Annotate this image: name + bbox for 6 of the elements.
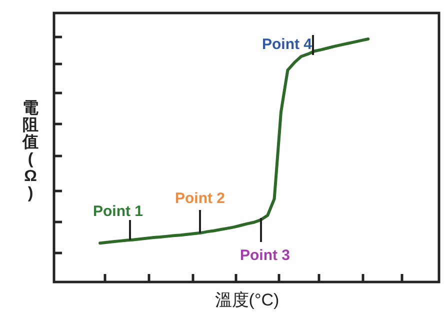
- y-axis-title: 電阻值(Ω): [22, 99, 38, 202]
- annotation: Point 4: [262, 36, 313, 53]
- annotation: Point 2: [174, 190, 226, 207]
- x-axis-title: 溫度(°C): [214, 290, 280, 310]
- annotation: Point 1: [92, 203, 144, 220]
- annotation: Point 3: [240, 247, 290, 264]
